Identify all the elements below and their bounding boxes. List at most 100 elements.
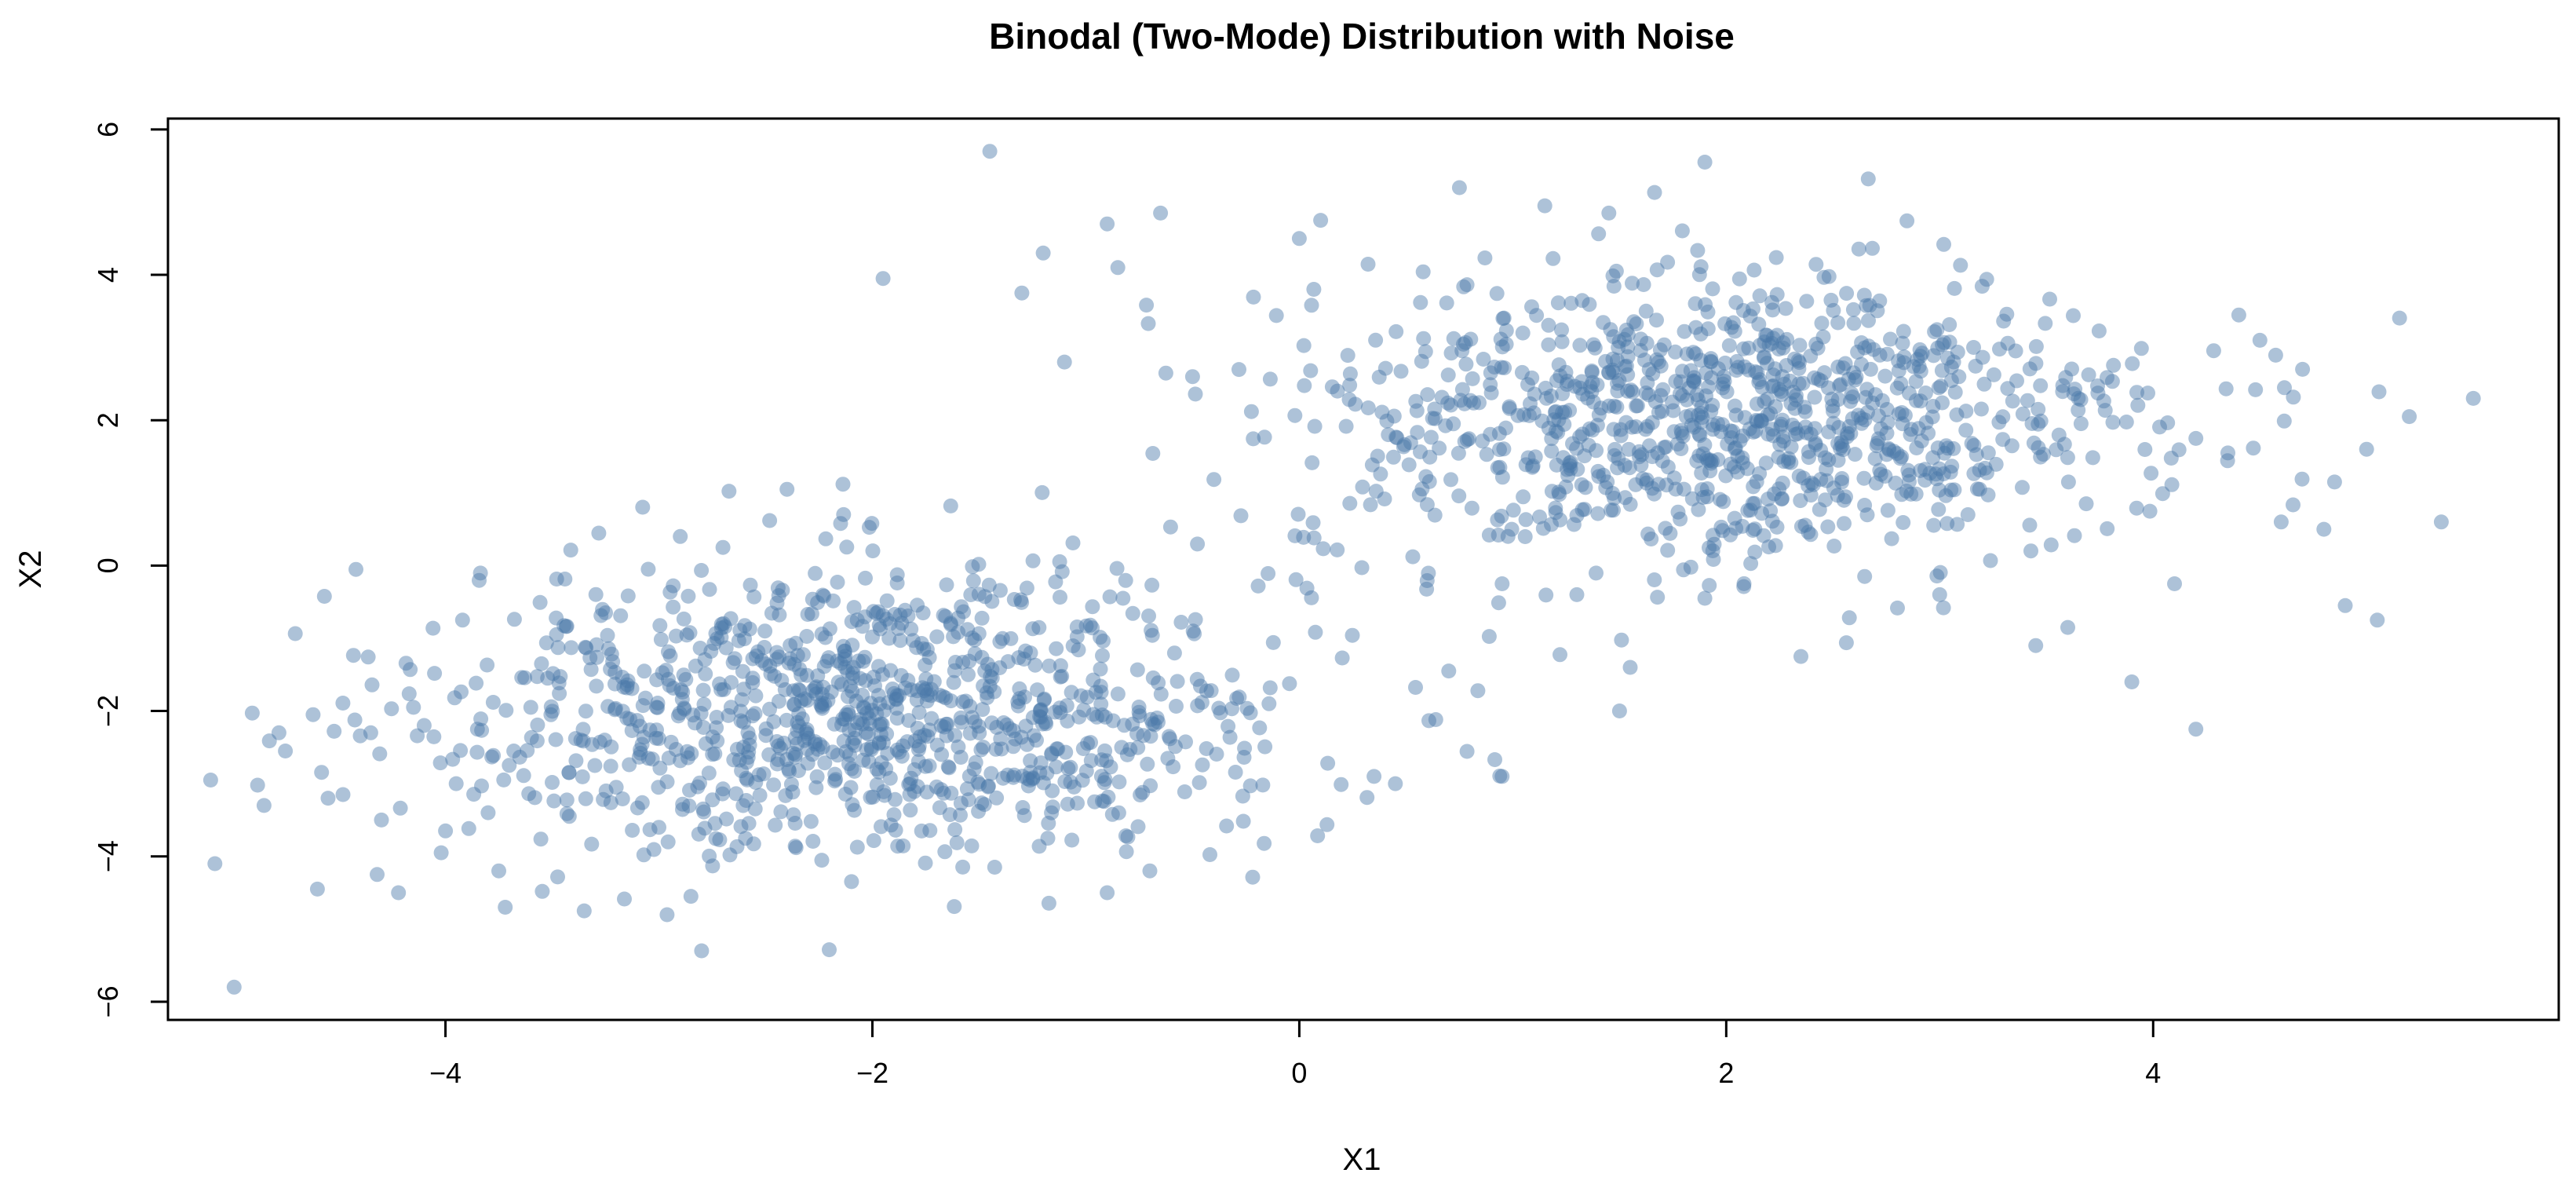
scatter-point <box>1757 394 1772 409</box>
scatter-point <box>1859 382 1875 397</box>
scatter-point <box>1161 729 1177 744</box>
scatter-point <box>736 714 751 730</box>
scatter-point <box>1049 641 1064 656</box>
scatter-point <box>1057 774 1073 789</box>
scatter-point <box>1483 365 1498 381</box>
scatter-point <box>1188 612 1203 627</box>
scatter-point <box>1839 286 1855 301</box>
scatter-point <box>1457 396 1472 411</box>
scatter-point <box>1764 302 1780 318</box>
scatter-point <box>1803 527 1819 543</box>
scatter-point <box>573 733 589 748</box>
scatter-point <box>1590 463 1606 479</box>
scatter-point <box>1085 620 1100 636</box>
scatter-point <box>1620 327 1636 342</box>
scatter-point <box>967 632 983 648</box>
scatter-point <box>2142 503 2158 519</box>
scatter-point <box>768 817 783 833</box>
scatter-point <box>1640 375 1655 390</box>
scatter-point <box>1729 353 1745 369</box>
scatter-point <box>1801 450 1816 466</box>
scatter-point <box>517 670 533 685</box>
scatter-point <box>712 832 728 848</box>
scatter-point <box>1450 445 1466 461</box>
scatter-point <box>1647 486 1662 502</box>
scatter-point <box>836 733 852 749</box>
scatter-point <box>1703 354 1719 370</box>
scatter-point <box>677 701 692 717</box>
scatter-point <box>1933 378 1949 394</box>
scatter-point <box>1498 336 1514 352</box>
scatter-point <box>1451 488 1467 504</box>
scatter-point <box>790 736 805 752</box>
scatter-point <box>1229 691 1245 706</box>
scatter-point <box>1636 277 1651 292</box>
scatter-point <box>690 779 706 795</box>
scatter-point <box>909 692 925 707</box>
scatter-point <box>989 719 1005 735</box>
scatter-point <box>713 630 729 645</box>
scatter-point <box>1052 554 1067 569</box>
scatter-point <box>309 881 325 897</box>
scatter-point <box>1868 475 1884 491</box>
scatter-point <box>680 744 695 759</box>
scatter-point <box>751 767 767 783</box>
scatter-point <box>1760 407 1775 422</box>
scatter-point <box>818 630 834 645</box>
scatter-point <box>939 728 954 744</box>
scatter-point <box>761 747 777 762</box>
scatter-point <box>1618 490 1633 506</box>
scatter-point <box>1036 775 1051 791</box>
scatter-point <box>1041 816 1056 831</box>
scatter-point <box>919 784 935 800</box>
x-tick-label: −2 <box>856 1057 888 1089</box>
scatter-point <box>1550 425 1566 440</box>
x-tick-label: 2 <box>1718 1057 1734 1089</box>
scatter-point <box>2100 370 2114 386</box>
scatter-point <box>1850 344 1866 360</box>
scatter-point <box>637 663 652 679</box>
scatter-point <box>1839 429 1855 444</box>
scatter-point <box>737 631 752 647</box>
scatter-point <box>1371 369 1387 385</box>
scatter-point <box>1992 342 2007 357</box>
scatter-point <box>1747 544 1763 560</box>
scatter-point <box>1706 536 1722 552</box>
scatter-point <box>1246 289 1261 305</box>
scatter-point <box>1830 392 1846 407</box>
scatter-point <box>1803 488 1819 503</box>
scatter-point <box>512 749 527 765</box>
scatter-point <box>1790 426 1806 441</box>
scatter-point <box>1558 364 1574 380</box>
scatter-point <box>791 706 807 722</box>
scatter-point <box>1719 384 1735 400</box>
scatter-point <box>1702 463 1718 479</box>
scatter-point <box>1177 784 1192 799</box>
scatter-point <box>1487 752 1502 767</box>
scatter-point <box>1903 422 1919 437</box>
scatter-point <box>1080 736 1096 751</box>
scatter-point <box>1877 368 1893 384</box>
scatter-point <box>2359 441 2374 457</box>
scatter-point <box>1895 416 1910 432</box>
scatter-point <box>835 711 851 727</box>
scatter-point <box>1118 828 1133 843</box>
scatter-point <box>1374 404 1390 420</box>
scatter-point <box>917 683 932 699</box>
scatter-point <box>874 819 888 835</box>
scatter-point <box>772 607 787 623</box>
scatter-point <box>578 640 594 656</box>
scatter-point <box>1420 387 1436 403</box>
scatter-point <box>713 616 729 632</box>
scatter-point <box>849 839 865 855</box>
scatter-point <box>923 688 939 703</box>
scatter-point <box>871 617 887 633</box>
scatter-point <box>1261 566 1276 581</box>
scatter-point <box>921 758 937 773</box>
scatter-point <box>971 803 987 819</box>
scatter-point <box>1921 426 1936 441</box>
scatter-point <box>848 693 864 709</box>
scatter-point <box>1622 460 1637 476</box>
scatter-point <box>1731 271 1747 287</box>
scatter-point <box>545 666 561 682</box>
